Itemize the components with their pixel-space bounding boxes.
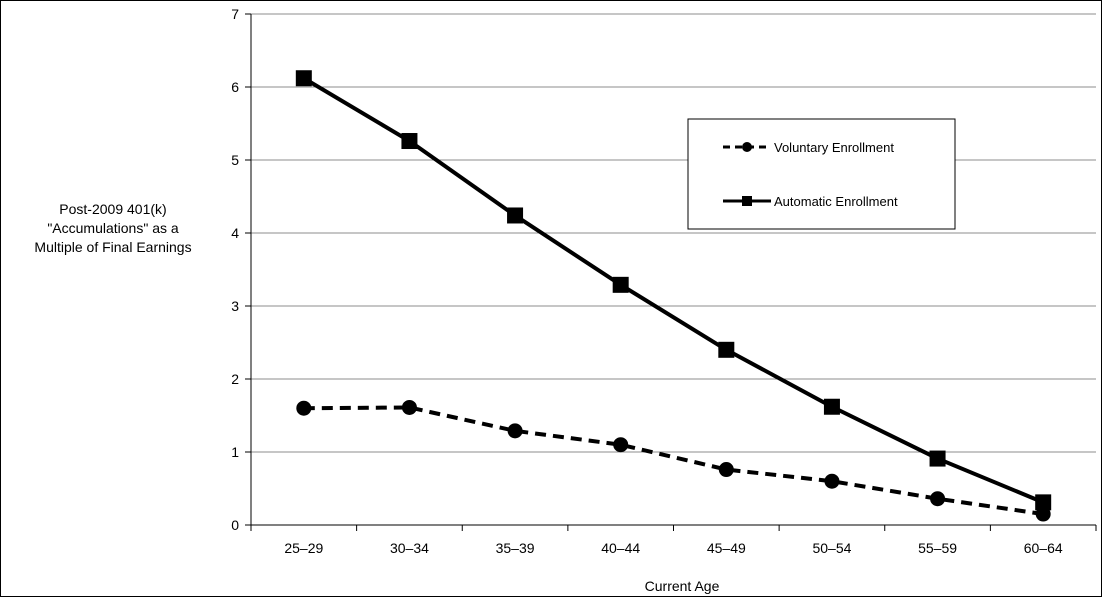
y-tick-label: 4 (231, 225, 239, 241)
x-tick-label: 25–29 (284, 540, 323, 556)
data-point (718, 341, 735, 358)
legend-box (687, 118, 956, 230)
data-point (823, 398, 840, 415)
data-point (401, 133, 418, 150)
y-tick-label: 6 (231, 79, 239, 95)
x-tick-label: 35–39 (496, 540, 535, 556)
y-tick-label: 7 (231, 6, 239, 22)
data-point (295, 70, 312, 87)
y-tick-label: 3 (231, 298, 239, 314)
data-point (718, 462, 734, 478)
legend-label: Voluntary Enrollment (774, 140, 894, 155)
legend-entries: Voluntary Enrollment Automatic Enrollment (723, 140, 898, 209)
y-tick-label: 0 (231, 517, 239, 533)
x-tick-label: 55–59 (918, 540, 957, 556)
series-automatic-enrollment (295, 70, 1052, 511)
legend-entry: Automatic Enrollment (723, 194, 898, 209)
legend: Voluntary Enrollment Automatic Enrollment (687, 118, 956, 230)
axes: 0 1 2 3 4 5 6 7 25–29 30–34 35–39 40–44 45–49 50–54 55… (231, 6, 1097, 556)
x-tick-label: 60–64 (1024, 540, 1063, 556)
y-tick-label: 2 (231, 371, 239, 387)
y-axis-title-line: Multiple of Final Earnings (34, 239, 191, 255)
x-axis-title: Current Age (645, 578, 720, 594)
legend-label: Automatic Enrollment (774, 194, 898, 209)
data-point (930, 491, 946, 507)
data-point (507, 423, 523, 439)
y-tick-label: 5 (231, 152, 239, 168)
data-point (1035, 494, 1052, 511)
legend-swatch-marker (742, 196, 752, 206)
data-point (401, 399, 417, 415)
data-point (929, 450, 946, 467)
series-voluntary-enrollment (296, 399, 1051, 522)
legend-swatch-marker (742, 142, 752, 152)
y-tick-label: 1 (231, 444, 239, 460)
gridlines (251, 13, 1096, 453)
x-tick-label: 30–34 (390, 540, 429, 556)
data-point (507, 207, 524, 224)
x-tick-label: 40–44 (601, 540, 640, 556)
x-tick-label: 50–54 (812, 540, 851, 556)
series-layer (295, 70, 1052, 522)
y-axis-title-line: Post-2009 401(k) (59, 201, 166, 217)
legend-entry: Voluntary Enrollment (723, 140, 894, 155)
data-point (613, 437, 629, 453)
data-point (824, 473, 840, 489)
x-tick-label: 45–49 (707, 540, 746, 556)
data-point (612, 276, 629, 293)
data-point (296, 400, 312, 416)
y-axis-title-line: "Accumulations" as a (47, 220, 179, 236)
series-line (302, 76, 1044, 505)
y-axis-title: Post-2009 401(k) "Accumulations" as a Mult… (34, 201, 191, 255)
